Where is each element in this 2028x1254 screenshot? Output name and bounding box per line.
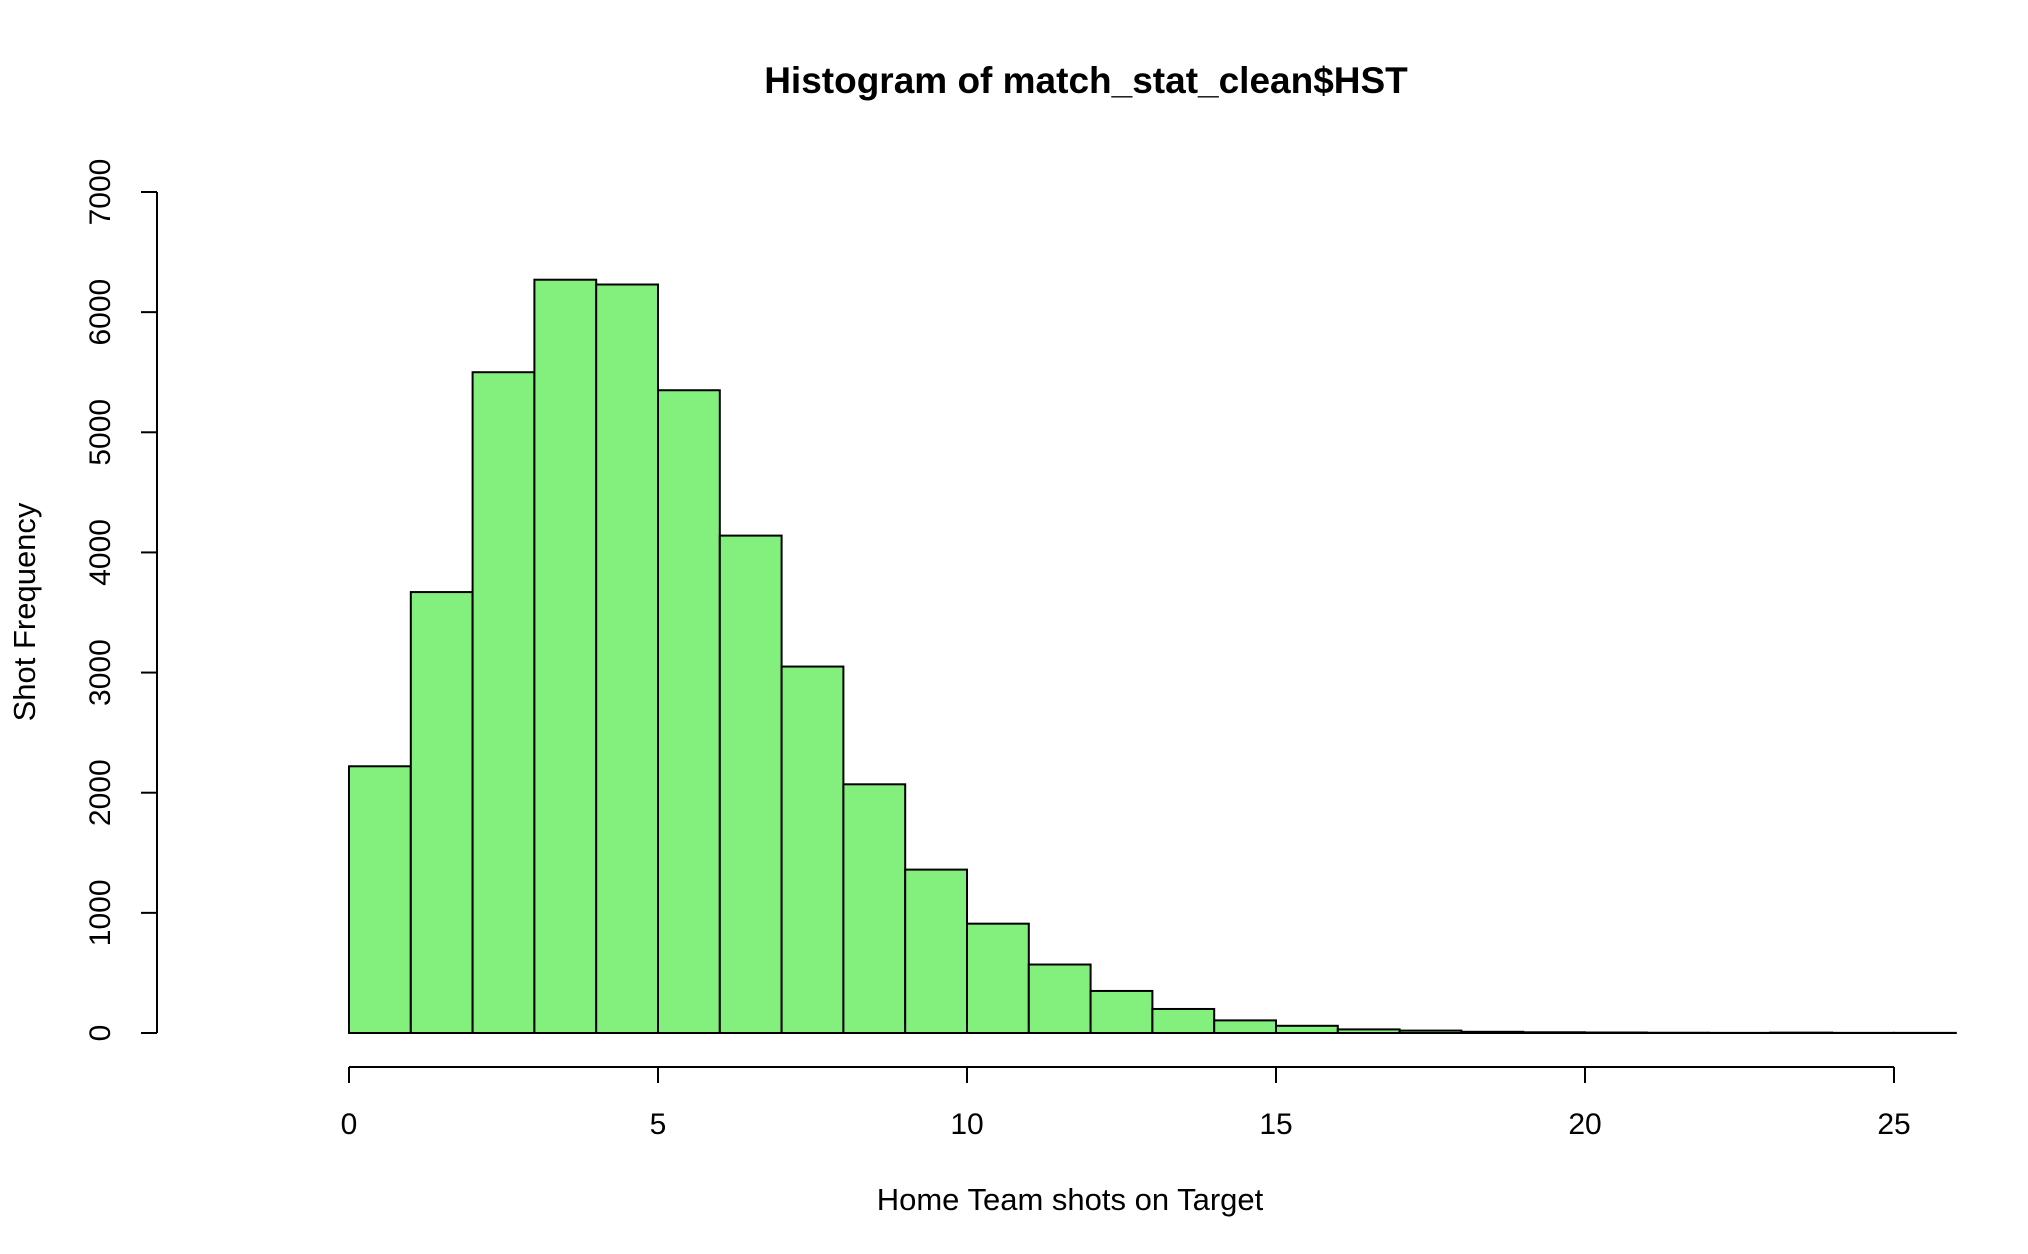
histogram-bar bbox=[409, 591, 474, 1035]
bars-layer bbox=[348, 278, 1957, 1035]
histogram-bar bbox=[348, 765, 412, 1034]
x-axis: 0 5 10 15 20 25 bbox=[341, 1066, 1911, 1141]
x-tick-label: 5 bbox=[650, 1108, 667, 1141]
y-tick-label: 1000 bbox=[84, 879, 117, 946]
histogram-bar bbox=[533, 278, 598, 1034]
y-tick-label: 2000 bbox=[84, 759, 117, 826]
histogram-bar bbox=[657, 389, 721, 1034]
x-axis-label: Home Team shots on Target bbox=[877, 1182, 1264, 1217]
histogram-bar bbox=[1027, 963, 1092, 1034]
histogram-bar bbox=[718, 534, 783, 1034]
y-axis-label: Shot Frequency bbox=[7, 502, 42, 721]
y-tick-label: 0 bbox=[84, 1025, 117, 1042]
chart-title: Histogram of match_stat_clean$HST bbox=[764, 60, 1408, 101]
histogram-bar bbox=[1151, 1007, 1216, 1035]
x-tick-label: 10 bbox=[950, 1108, 983, 1141]
x-tick-label: 25 bbox=[1877, 1108, 1910, 1141]
histogram-bar bbox=[780, 665, 845, 1034]
x-tick-label: 20 bbox=[1568, 1108, 1601, 1141]
histogram-bar bbox=[1275, 1024, 1339, 1034]
x-tick-label: 15 bbox=[1259, 1108, 1292, 1141]
y-tick-label: 3000 bbox=[84, 639, 117, 706]
histogram-bar bbox=[966, 922, 1030, 1034]
y-tick-label: 5000 bbox=[84, 399, 117, 466]
y-tick-label: 7000 bbox=[84, 159, 117, 226]
histogram-bar bbox=[842, 783, 907, 1034]
histogram-bar bbox=[471, 371, 536, 1034]
histogram-bar bbox=[1213, 1019, 1277, 1035]
x-tick-label: 0 bbox=[341, 1108, 358, 1141]
histogram-bar bbox=[595, 283, 660, 1034]
y-axis: 0 1000 2000 3000 4000 5000 6000 7000 bbox=[84, 159, 158, 1042]
y-tick-label: 6000 bbox=[84, 279, 117, 346]
y-tick-label: 4000 bbox=[84, 519, 117, 586]
histogram-bar bbox=[904, 868, 969, 1034]
histogram-bar bbox=[1089, 989, 1154, 1035]
